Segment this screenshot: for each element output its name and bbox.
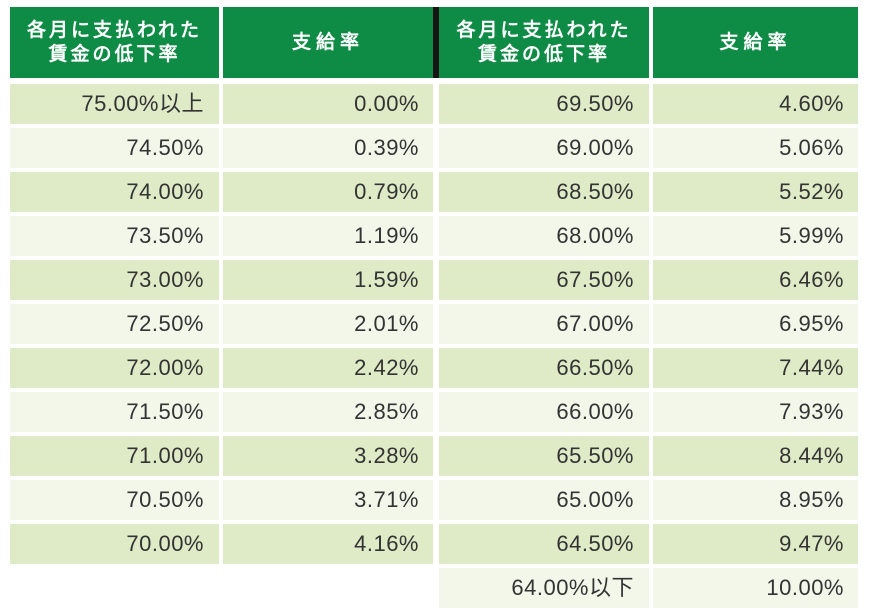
pay-cell: 1.59% [223, 260, 433, 300]
header-left-pay-label: 支給率 [291, 31, 364, 53]
rate-cell: 65.50% [439, 436, 649, 476]
pay-cell: 5.99% [653, 216, 858, 256]
pay-cell: 5.52% [653, 172, 858, 212]
rate-cell [10, 568, 219, 608]
header-pair-divider [433, 7, 439, 78]
rate-cell: 74.50% [10, 128, 219, 168]
table-row: 71.50% 2.85% 66.00% 7.93% [10, 392, 858, 432]
rate-cell: 67.00% [439, 304, 649, 344]
table-row: 73.00% 1.59% 67.50% 6.46% [10, 260, 858, 300]
header-left-rate-line2: 賃金の低下率 [48, 43, 181, 65]
header-right-rate-line2: 賃金の低下率 [477, 43, 610, 65]
rate-cell: 64.00%以下 [439, 568, 649, 608]
rate-cell: 69.50% [439, 84, 649, 124]
rate-cell: 73.00% [10, 260, 219, 300]
table-row: 71.00% 3.28% 65.50% 8.44% [10, 436, 858, 476]
pay-cell: 2.85% [223, 392, 433, 432]
header-left-rate-line1: 各月に支払われた [26, 19, 203, 41]
pay-cell: 8.95% [653, 480, 858, 520]
table-body: 75.00%以上 0.00% 69.50% 4.60% 74.50% 0.39% 69.00… [10, 84, 858, 608]
pay-cell: 8.44% [653, 436, 858, 476]
rate-cell: 71.00% [10, 436, 219, 476]
table-row: 73.50% 1.19% 68.00% 5.99% [10, 216, 858, 256]
pay-cell: 0.79% [223, 172, 433, 212]
rate-cell: 74.00% [10, 172, 219, 212]
rate-cell: 67.50% [439, 260, 649, 300]
rate-cell: 66.50% [439, 348, 649, 388]
rate-cell: 68.50% [439, 172, 649, 212]
pay-cell [223, 568, 433, 608]
rate-cell: 65.00% [439, 480, 649, 520]
table-row: 75.00%以上 0.00% 69.50% 4.60% [10, 84, 858, 124]
pay-cell: 2.01% [223, 304, 433, 344]
pay-cell: 4.16% [223, 524, 433, 564]
pay-cell: 3.28% [223, 436, 433, 476]
pay-cell: 1.19% [223, 216, 433, 256]
pay-cell: 9.47% [653, 524, 858, 564]
header-right-rate-line1: 各月に支払われた [456, 19, 632, 41]
table-row: 70.00% 4.16% 64.50% 9.47% [10, 524, 858, 564]
header-right-rate: 各月に支払われた 賃金の低下率 [439, 7, 649, 78]
table-row: 64.00%以下 10.00% [10, 568, 858, 608]
rate-cell: 70.50% [10, 480, 219, 520]
table-row: 74.50% 0.39% 69.00% 5.06% [10, 128, 858, 168]
header-right-pay: 支給率 [653, 7, 858, 78]
pay-cell: 6.95% [653, 304, 858, 344]
pay-cell: 3.71% [223, 480, 433, 520]
pay-cell: 0.00% [223, 84, 433, 124]
rate-cell: 70.00% [10, 524, 219, 564]
table-row: 72.50% 2.01% 67.00% 6.95% [10, 304, 858, 344]
header-right-pay-label: 支給率 [719, 31, 792, 53]
rate-cell: 71.50% [10, 392, 219, 432]
rate-cell: 72.50% [10, 304, 219, 344]
rate-cell: 75.00%以上 [10, 84, 219, 124]
header-left-rate: 各月に支払われた 賃金の低下率 [10, 7, 219, 78]
pay-cell: 7.44% [653, 348, 858, 388]
rate-cell: 72.00% [10, 348, 219, 388]
rate-cell: 66.00% [439, 392, 649, 432]
rate-cell: 64.50% [439, 524, 649, 564]
table-row: 72.00% 2.42% 66.50% 7.44% [10, 348, 858, 388]
table-header-row: 各月に支払われた 賃金の低下率 支給率 各月に支払われた 賃金の低下率 支給率 [10, 7, 858, 78]
header-left-pay: 支給率 [223, 7, 433, 78]
rate-cell: 73.50% [10, 216, 219, 256]
pay-cell: 6.46% [653, 260, 858, 300]
pay-cell: 4.60% [653, 84, 858, 124]
rate-cell: 68.00% [439, 216, 649, 256]
pay-cell: 7.93% [653, 392, 858, 432]
pay-cell: 0.39% [223, 128, 433, 168]
table-row: 74.00% 0.79% 68.50% 5.52% [10, 172, 858, 212]
table-row: 70.50% 3.71% 65.00% 8.95% [10, 480, 858, 520]
pay-cell: 2.42% [223, 348, 433, 388]
rate-cell: 69.00% [439, 128, 649, 168]
pay-cell: 10.00% [653, 568, 858, 608]
pay-cell: 5.06% [653, 128, 858, 168]
